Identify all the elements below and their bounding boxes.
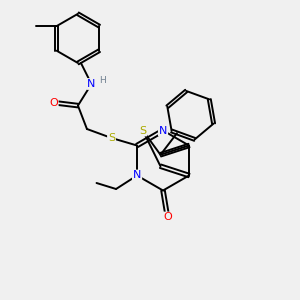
Text: N: N: [133, 170, 141, 181]
Text: N: N: [159, 125, 167, 136]
Text: H: H: [100, 76, 106, 85]
Text: N: N: [87, 79, 96, 89]
Text: S: S: [108, 133, 115, 143]
Text: S: S: [139, 125, 146, 136]
Text: O: O: [163, 212, 172, 223]
Text: O: O: [49, 98, 58, 108]
